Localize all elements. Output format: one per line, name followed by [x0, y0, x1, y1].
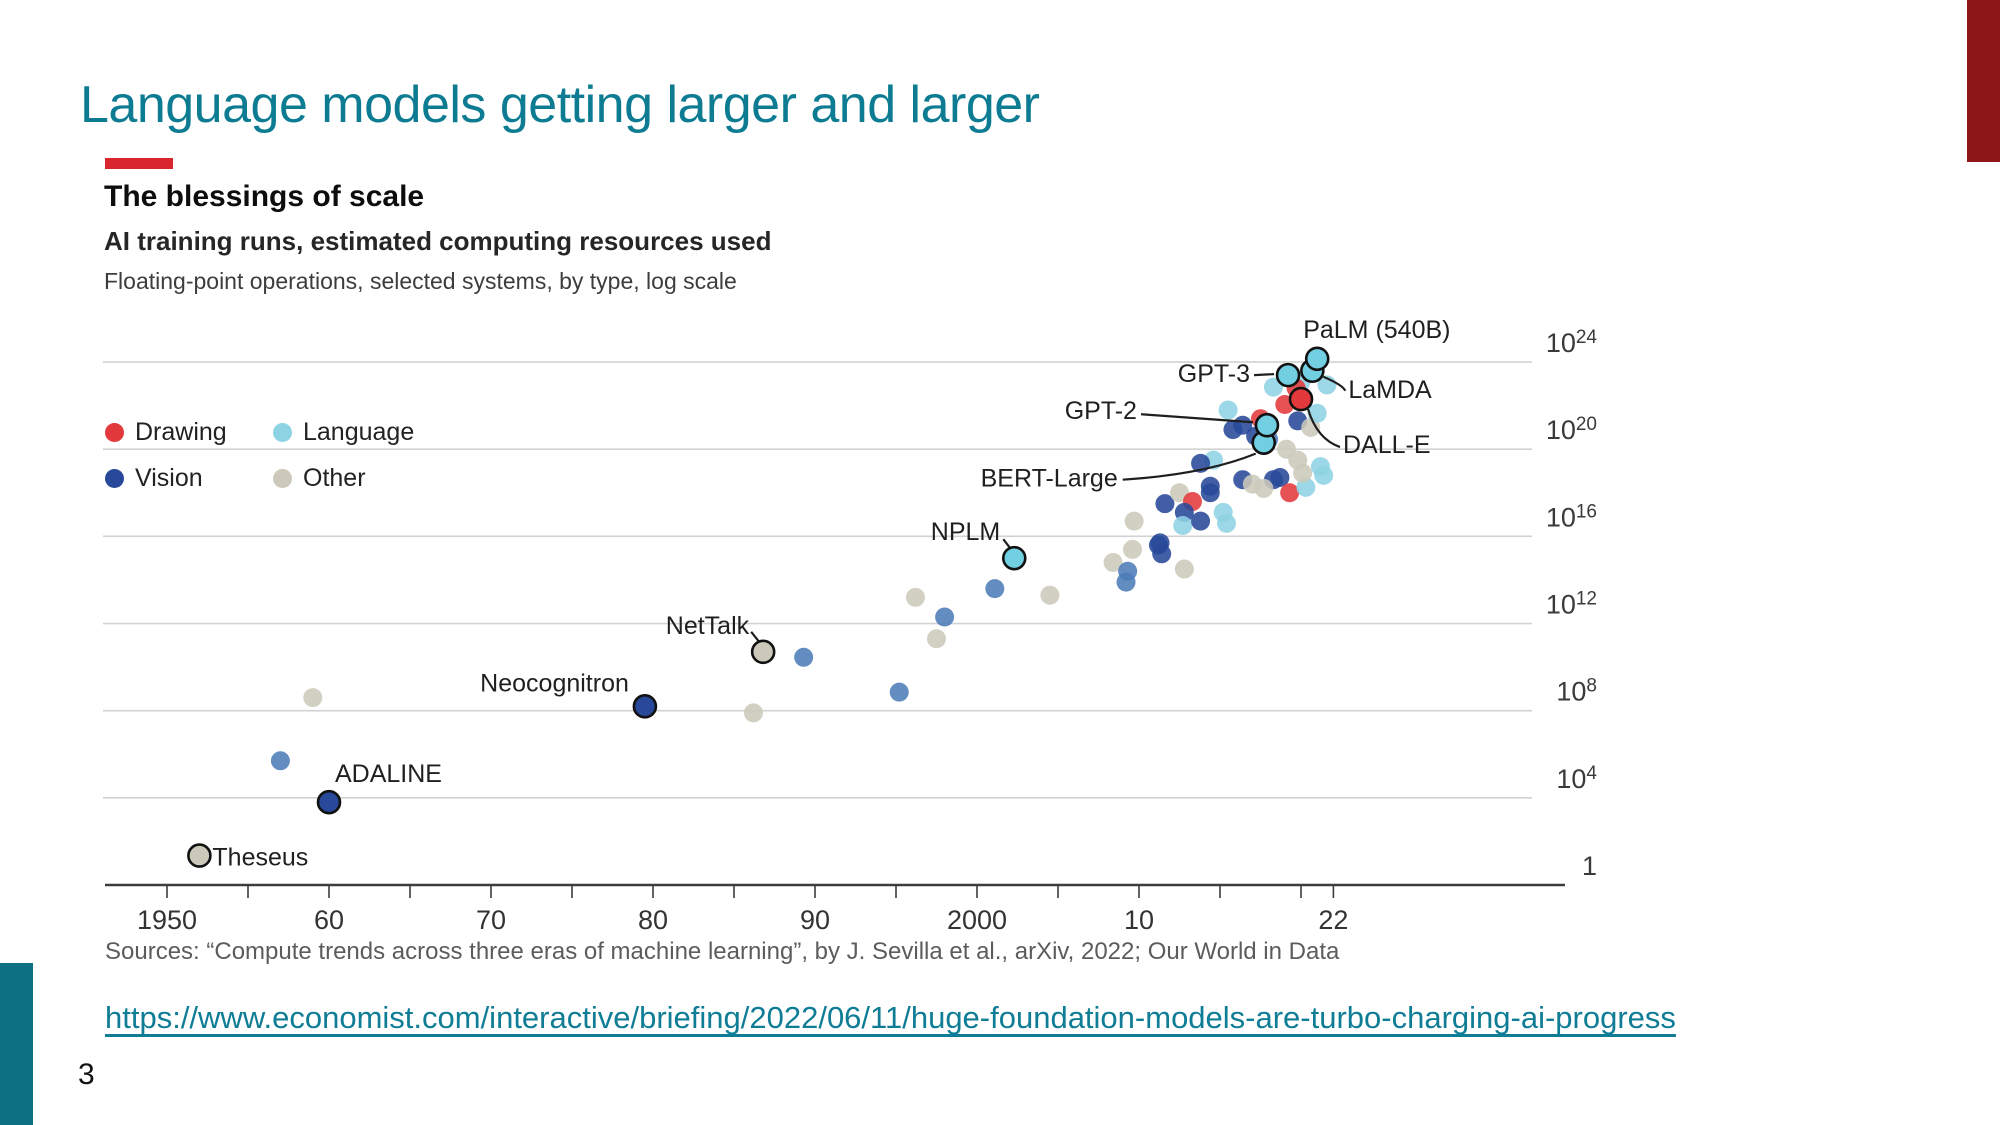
point-label: ADALINE: [335, 760, 442, 788]
legend-swatch-language: [273, 423, 292, 442]
y-axis-label: 108: [1556, 676, 1597, 707]
data-point-drawing: [1280, 483, 1300, 503]
point-label: GPT-3: [1178, 360, 1250, 388]
data-point-vision: [1116, 572, 1136, 592]
annotation-connector: [1122, 452, 1257, 481]
x-axis-tick-label: 70: [476, 905, 506, 935]
point-label: NetTalk: [666, 612, 750, 640]
y-axis-label: 104: [1556, 763, 1597, 794]
chart-source-line: Sources: “Compute trends across three er…: [105, 938, 1340, 965]
data-point-language: [1310, 457, 1330, 477]
page-number: 3: [78, 1058, 95, 1091]
data-point-adaline: [316, 789, 342, 815]
data-point-vision: [889, 682, 909, 702]
point-label: Neocognitron: [480, 669, 629, 697]
data-point-language: [1307, 403, 1327, 423]
point-label: BERT-Large: [981, 465, 1118, 493]
chart-kicker-bar: [105, 158, 173, 169]
point-label: Theseus: [212, 844, 308, 872]
legend-item-other: Other: [273, 464, 414, 493]
y-axis-label: 1016: [1546, 501, 1597, 532]
legend-label-other: Other: [303, 464, 366, 492]
y-axis-label: 1020: [1546, 414, 1597, 445]
bottom-left-accent-block: [0, 963, 33, 1125]
annotation-connector: [750, 631, 761, 643]
y-axis-label: 1012: [1546, 589, 1597, 620]
chart-legend: Drawing Language Vision Other: [105, 418, 414, 493]
data-point-other: [1040, 585, 1060, 605]
chart-unit-note: Floating-point operations, selected syst…: [104, 268, 737, 294]
data-point-other: [743, 703, 763, 723]
legend-swatch-other: [273, 469, 292, 488]
x-axis-tick-label: 80: [638, 905, 668, 935]
data-point-neocognitron: [632, 694, 658, 719]
point-label: GPT-2: [1065, 397, 1137, 425]
legend-item-language: Language: [273, 418, 414, 447]
chart-title: The blessings of scale: [104, 180, 425, 213]
legend-swatch-drawing: [105, 423, 124, 442]
x-axis-tick-label: 1950: [137, 905, 197, 935]
data-point-other: [1254, 478, 1274, 498]
data-point-other: [1174, 559, 1194, 579]
x-axis-tick-label: 60: [314, 905, 344, 935]
x-axis-tick-label: 90: [800, 905, 830, 935]
point-label: DALL-E: [1343, 431, 1431, 459]
legend-label-vision: Vision: [135, 464, 203, 492]
data-point-language: [1218, 400, 1238, 420]
data-point-nplm: [1001, 545, 1027, 571]
economist-article-link[interactable]: https://www.economist.com/interactive/br…: [105, 1000, 1676, 1035]
data-point-language: [1296, 477, 1316, 497]
data-point-dall-e: [1288, 386, 1314, 412]
y-axis-label: 1: [1582, 851, 1597, 881]
data-point-other: [905, 587, 925, 607]
annotation-connector: [1140, 413, 1254, 424]
page-title: Language models getting larger and large…: [80, 75, 1040, 134]
point-label: PaLM (540B): [1303, 316, 1450, 344]
point-label: NPLM: [931, 518, 1000, 546]
data-point-vision: [985, 579, 1005, 599]
data-point-vision: [935, 607, 955, 627]
data-point-vision_dark: [1191, 511, 1211, 531]
data-point-vision_dark: [1200, 476, 1220, 496]
data-point-other: [1103, 553, 1123, 573]
legend-swatch-vision: [105, 469, 124, 488]
data-point-gpt-3: [1275, 362, 1301, 388]
data-point-other: [1301, 417, 1321, 437]
legend-item-vision: Vision: [105, 464, 273, 493]
data-point-vision_dark: [1150, 533, 1170, 553]
data-point-language: [1216, 513, 1236, 533]
point-label: LaMDA: [1348, 376, 1432, 404]
x-axis-tick-label: 10: [1124, 905, 1154, 935]
chart-subtitle: AI training runs, estimated computing re…: [104, 226, 772, 256]
data-point-vision_dark: [1155, 494, 1175, 514]
data-point-vision: [270, 751, 290, 771]
x-axis-tick-label: 2000: [947, 905, 1007, 935]
top-right-accent-block: [1967, 0, 2000, 162]
data-point-other: [1123, 539, 1143, 559]
data-point-nettalk: [750, 639, 776, 665]
annotation-connector: [1322, 375, 1347, 392]
legend-label-language: Language: [303, 418, 415, 446]
y-axis-label: 1024: [1546, 327, 1598, 358]
data-point-vision_dark: [1270, 468, 1290, 488]
legend-label-drawing: Drawing: [135, 418, 227, 446]
data-point-gpt-2: [1254, 412, 1280, 438]
data-point-other: [1124, 511, 1144, 531]
data-point-vision: [794, 647, 814, 667]
data-point-other: [927, 629, 946, 649]
data-point-other: [1288, 450, 1308, 470]
annotation-connector: [1253, 373, 1275, 377]
x-axis-tick-label: 22: [1318, 905, 1348, 935]
data-point-palm-540b-: [1304, 346, 1330, 372]
annotation-connector: [1306, 408, 1341, 449]
data-point-other: [303, 688, 323, 708]
legend-item-drawing: Drawing: [105, 418, 273, 447]
data-point-language: [1173, 515, 1193, 535]
annotation-connector: [1002, 538, 1012, 549]
data-point-theseus: [187, 843, 212, 868]
